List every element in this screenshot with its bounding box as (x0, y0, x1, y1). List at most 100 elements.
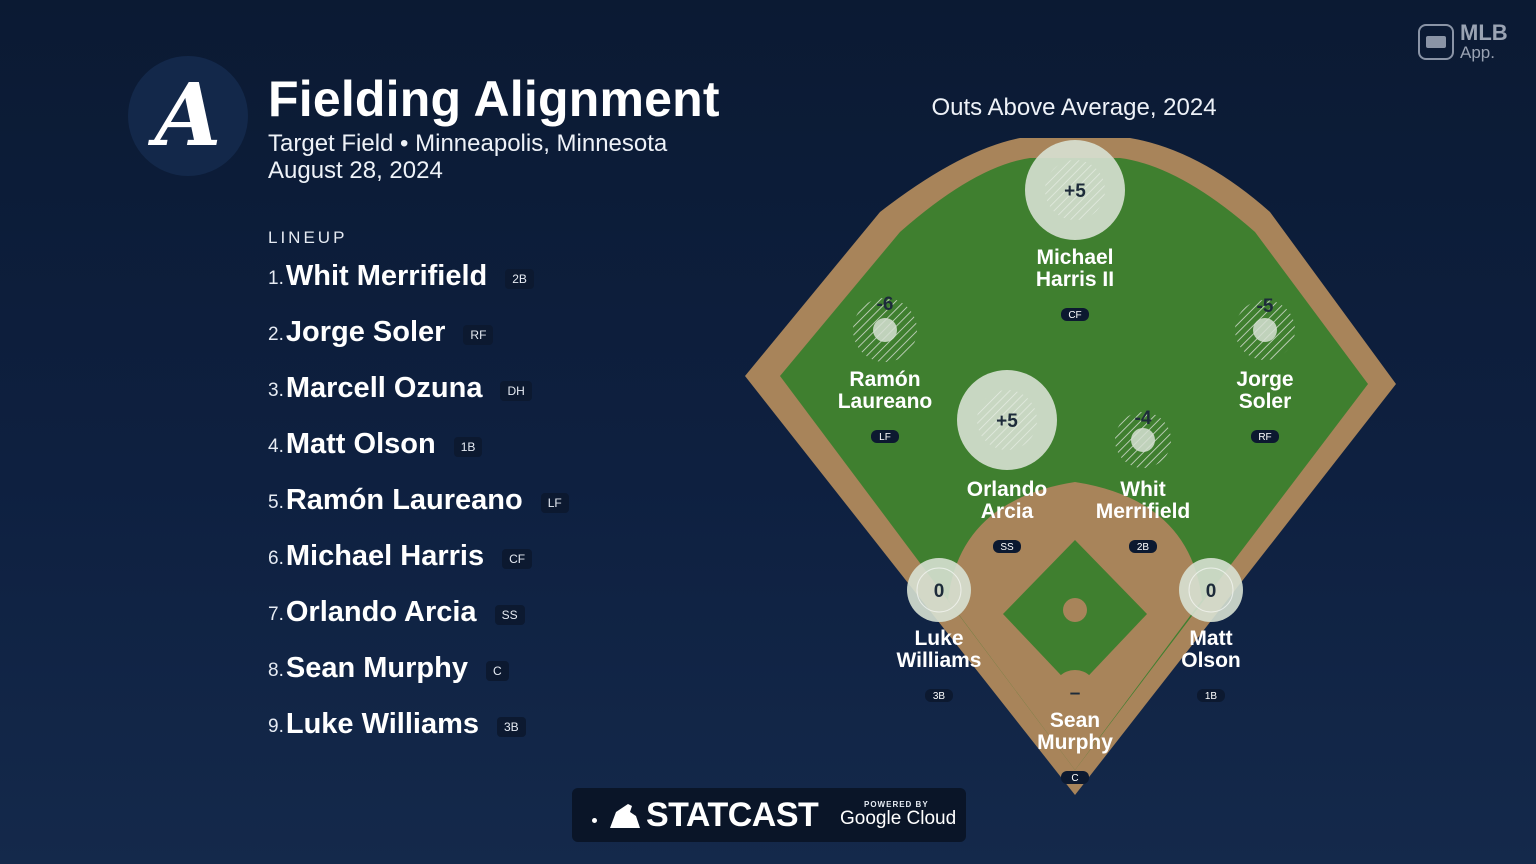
lineup-item: 2. Jorge Soler RF (268, 312, 494, 352)
position-badge (871, 430, 899, 443)
powered-by-label: POWERED BY (864, 800, 929, 809)
lineup-item: 6. Michael Harris CF (268, 536, 533, 576)
position-label: LF (879, 432, 891, 443)
lineup-position-badge: 3B (497, 717, 526, 737)
lineup-item: 9. Luke Williams 3B (268, 704, 526, 744)
home-plate-area (1053, 670, 1097, 714)
oaa-inner-circle (916, 567, 962, 613)
oaa-inner-circle (873, 318, 897, 342)
lineup-position-badge: SS (494, 605, 525, 625)
lineup-number: 8. (268, 660, 284, 681)
fielder-name-line: Jorge (1236, 368, 1293, 391)
fielder-name-line: Olson (1181, 649, 1241, 672)
lineup-number: 2. (268, 324, 284, 345)
fielder-name-line: Williams (896, 649, 981, 672)
lineup-player-name: Orlando Arcia (285, 595, 477, 628)
position-label: SS (1000, 542, 1014, 553)
lineup-position-badge: LF (540, 493, 569, 513)
oaa-value: +5 (996, 411, 1018, 432)
position-badge (1129, 540, 1157, 553)
lineup-position-badge: 2B (505, 269, 534, 289)
position-badge (925, 689, 953, 702)
oaa-circle (907, 558, 971, 622)
position-badge (1061, 771, 1089, 784)
lineup-number: 4. (268, 436, 284, 457)
lineup-position-badge: CF (502, 549, 533, 569)
lineup-item: 4. Matt Olson 1B (268, 424, 483, 464)
lineup-number: 3. (268, 380, 284, 401)
mlb-wordmark: MLB (1460, 20, 1508, 45)
lineup-item: 8. Sean Murphy C (268, 648, 509, 688)
oaa-value: -6 (877, 294, 894, 315)
venue-subtitle: Target Field • Minneapolis, Minnesota (268, 130, 668, 157)
lineup-heading: LINEUP (268, 228, 348, 247)
oaa-inner-circle (1045, 160, 1105, 220)
team-logo-letter: A (154, 65, 222, 166)
lineup-position-badge: DH (500, 381, 532, 401)
mlb-batter-icon (610, 804, 640, 828)
lineup-number: 9. (268, 716, 284, 737)
app-wordmark: App. (1460, 43, 1495, 62)
oaa-value: 0 (934, 581, 945, 602)
oaa-value: -4 (1135, 408, 1152, 429)
lineup-player-name: Ramón Laureano (285, 483, 523, 516)
google-cloud-wordmark: Google Cloud (840, 808, 957, 829)
fielder-name-line: Orlando (967, 478, 1048, 501)
oaa-value: – (1070, 683, 1081, 704)
footer-dot (592, 818, 597, 823)
lineup-position-badge: 1B (453, 437, 483, 457)
oaa-inner-circle (977, 390, 1037, 450)
fielder-name-line: Soler (1239, 390, 1292, 413)
mlb-logo-mark (1426, 36, 1446, 48)
lineup-item: 7. Orlando Arcia SS (268, 592, 525, 632)
position-label: 3B (933, 691, 946, 702)
fielder-name-line: Ramón (849, 368, 920, 391)
statcast-wordmark: STATCAST (646, 796, 819, 834)
fielder-name-line: Matt (1189, 627, 1232, 650)
statcast-footer: STATCAST POWERED BY Google Cloud (572, 788, 966, 842)
oaa-circle (1179, 558, 1243, 622)
position-label: 2B (1137, 542, 1150, 553)
fielder-name-line: Michael (1036, 246, 1113, 269)
fielder-name-line: Luke (914, 627, 963, 650)
fielder-name-line: Harris II (1036, 268, 1114, 291)
mlb-logo-icon (1418, 24, 1454, 60)
position-label: CF (1068, 310, 1081, 321)
fielder-name-line: Whit (1120, 478, 1165, 501)
oaa-inner-circle (1131, 428, 1155, 452)
lineup-item: 3. Marcell Ozuna DH (268, 368, 532, 408)
lineup-number: 5. (268, 492, 284, 513)
lineup-player-name: Luke Williams (285, 707, 479, 740)
game-date: August 28, 2024 (268, 157, 443, 184)
lineup-player-name: Sean Murphy (285, 651, 468, 684)
lineup-player-name: Jorge Soler (285, 315, 446, 348)
page-title: Fielding Alignment (268, 71, 720, 127)
lineup-player-name: Whit Merrifield (285, 259, 488, 292)
lineup-player-name: Michael Harris (285, 539, 485, 572)
fielder-name-line: Laureano (838, 390, 933, 413)
pitchers-mound (1063, 598, 1087, 622)
position-badge (993, 540, 1021, 553)
position-label: RF (1258, 432, 1271, 443)
fielder-name-line: Merrifield (1096, 500, 1191, 523)
oaa-value: -5 (1257, 296, 1274, 317)
position-badge (1197, 689, 1225, 702)
lineup-number: 6. (268, 548, 284, 569)
field-title: Outs Above Average, 2024 (931, 94, 1217, 121)
position-label: C (1071, 773, 1078, 784)
fielder-name-line: Sean (1050, 709, 1100, 732)
position-badge (1061, 308, 1089, 321)
position-badge (1251, 430, 1279, 443)
oaa-inner-circle (1253, 318, 1277, 342)
outfield-grass (780, 158, 1368, 770)
team-logo: A (128, 56, 248, 176)
